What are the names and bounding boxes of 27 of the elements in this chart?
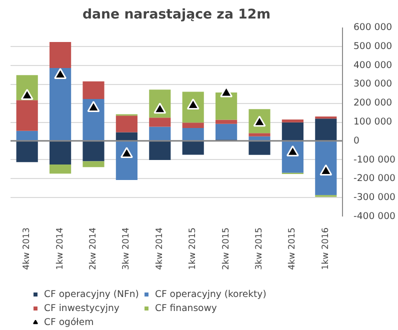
chart-title: dane narastające za 12m — [82, 8, 271, 22]
y-tick-label: -200 000 — [354, 173, 396, 184]
y-tick-label: 300 000 — [354, 78, 392, 90]
y-tick-label: -400 000 — [354, 211, 396, 222]
y-tick-label: -100 000 — [354, 154, 396, 166]
legend-label: CF inwestycyjny — [44, 302, 120, 314]
x-tick-label: 4kw 2013 — [22, 227, 32, 270]
legend-label: CF finansowy — [154, 302, 217, 314]
y-tick-label: 200 000 — [354, 98, 392, 109]
y-tick-label: 500 000 — [354, 40, 392, 52]
y-tick-label: 600 000 — [354, 22, 392, 33]
x-tick-label: 2kw 2015 — [221, 227, 232, 270]
legend-label: CF operacyjny (NFn) — [44, 288, 139, 300]
x-tick-label: 4kw 2014 — [154, 227, 165, 270]
x-tick-label: 3kw 2014 — [122, 227, 132, 270]
y-tick-label: 400 000 — [354, 60, 392, 71]
y-tick-label: -300 000 — [354, 192, 396, 204]
x-tick-label: 4kw 2015 — [288, 227, 298, 270]
x-tick-label: 1kw 2016 — [320, 227, 331, 270]
y-tick-label: 0 — [354, 135, 360, 146]
legend-label: CF ogółem — [44, 316, 94, 328]
x-tick-label: 1kw 2015 — [188, 227, 198, 270]
legend-label: CF operacyjny (korekty) — [154, 288, 266, 300]
x-tick-label: 2kw 2014 — [88, 227, 98, 270]
y-tick-label: 100 000 — [354, 116, 392, 128]
x-tick-label: 1kw 2014 — [55, 227, 66, 270]
x-tick-label: 3kw 2015 — [254, 227, 264, 270]
